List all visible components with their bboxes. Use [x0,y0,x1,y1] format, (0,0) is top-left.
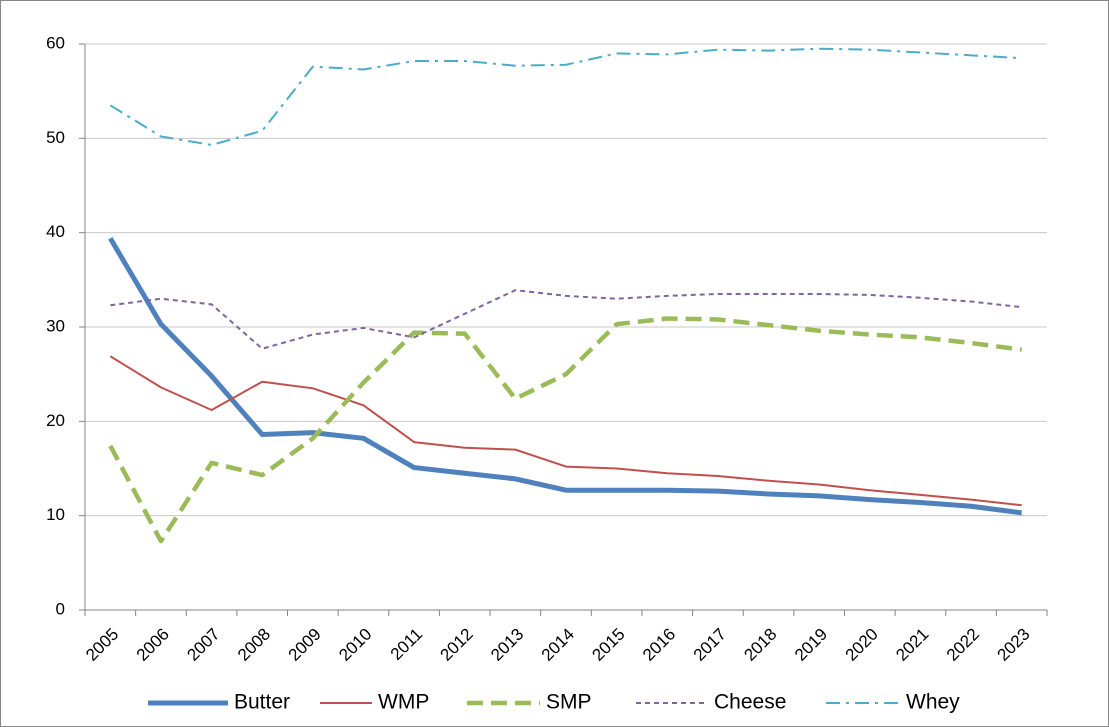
legend-label: SMP [546,691,592,714]
y-tick-label: 20 [46,411,65,430]
y-tick-label: 60 [46,33,65,52]
series-line [108,316,1022,544]
series-line [108,237,1023,516]
legend-label: Whey [906,691,960,714]
series-line [109,47,1022,146]
y-tick-label: 40 [46,222,65,241]
series-line [109,355,1022,507]
y-tick-label: 30 [46,316,65,335]
plot-lines [108,47,1023,544]
legend-label: Cheese [714,691,786,714]
grid [85,43,1047,611]
y-tick-label: 0 [56,599,65,618]
series-line [110,289,1022,350]
y-tick-label: 10 [46,505,65,524]
legend-label: WMP [378,691,429,714]
legend-label: Butter [234,691,290,714]
legend: Butter WMP SMP Cheese Whey [148,691,960,714]
y-tick-label: 50 [46,128,65,147]
